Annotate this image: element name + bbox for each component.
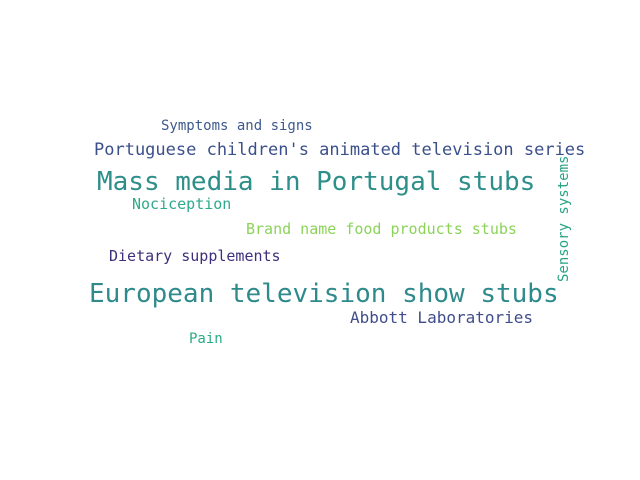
word-sensory-systems: Sensory systems: [556, 155, 572, 282]
word-symptoms-and-signs: Symptoms and signs: [161, 118, 313, 134]
word-nociception: Nociception: [132, 195, 232, 213]
word-dietary-supplements: Dietary supplements: [109, 247, 281, 265]
word-european-tv-stubs: European television show stubs: [89, 279, 559, 309]
word-portuguese-animated-series: Portuguese children's animated televisio…: [94, 140, 586, 160]
word-abbott-laboratories: Abbott Laboratories: [350, 308, 534, 327]
word-brand-name-food: Brand name food products stubs: [246, 220, 517, 238]
word-mass-media-portugal: Mass media in Portugal stubs: [97, 167, 536, 197]
word-pain: Pain: [189, 331, 223, 347]
